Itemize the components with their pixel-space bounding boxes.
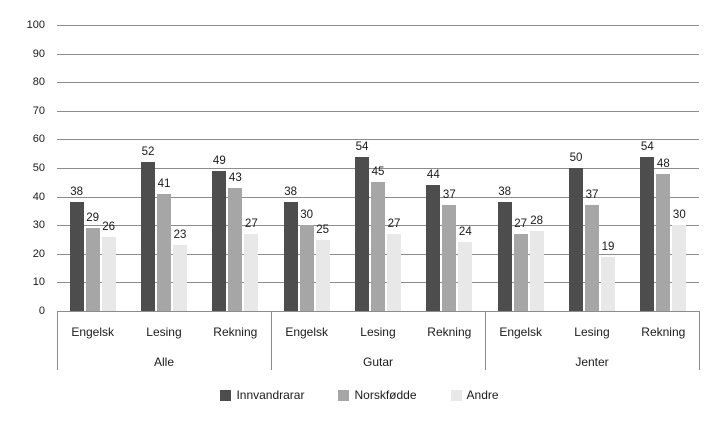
y-axis-tick-label: 40 (32, 190, 45, 203)
bar-value-label: 54 (355, 140, 369, 153)
bar-value-label: 38 (284, 186, 298, 199)
x-axis-category-label: Lesing (574, 325, 610, 339)
gridline-100 (57, 25, 699, 26)
bar-value-label: 30 (300, 209, 314, 222)
bar-norskfødde-alle-rekning (228, 188, 243, 311)
legend-label: Innvandrarar (236, 388, 305, 402)
legend-item-norskfødde: Norskfødde (338, 388, 417, 402)
legend-swatch-icon (220, 389, 232, 401)
gridline-50 (57, 168, 699, 169)
bar-value-label: 48 (656, 157, 670, 170)
bar-value-label: 44 (426, 169, 440, 182)
x-axis-category-label: Lesing (146, 325, 182, 339)
bar-andre-jenter-engelsk (529, 230, 544, 311)
x-axis-category-label: Rekning (641, 325, 686, 339)
x-axis-group-label: Alle (153, 355, 174, 369)
bar-value-label: 27 (244, 217, 258, 230)
bar-value-label: 45 (371, 166, 385, 179)
bar-value-label: 27 (387, 217, 401, 230)
chart-legend: Innvandrarar Norskfødde Andre (0, 388, 719, 402)
bar-andre-alle-engelsk (101, 236, 116, 311)
bar-value-label: 41 (157, 177, 171, 190)
x-axis-category-label: Engelsk (499, 325, 543, 339)
bar-norskfødde-alle-engelsk (85, 228, 100, 311)
bar-value-label: 26 (102, 220, 116, 233)
bar-value-label: 50 (569, 152, 583, 164)
y-axis-tick-label: 60 (32, 133, 45, 146)
y-axis-tick-label: 30 (32, 219, 45, 232)
bar-value-label: 52 (141, 146, 155, 159)
y-axis-tick-label: 50 (32, 162, 45, 174)
bar-value-label: 23 (173, 229, 187, 242)
bar-norskfødde-jenter-engelsk (513, 233, 528, 311)
gridline-80 (57, 82, 699, 84)
y-axis-tick-label: 20 (32, 247, 45, 260)
bar-norskfødde-alle-lesing (157, 193, 171, 311)
bar-value-label: 38 (70, 186, 84, 199)
bar-andre-alle-lesing (173, 245, 187, 311)
x-axis-category-label: Engelsk (285, 325, 329, 339)
legend-item-innvandrarar: Innvandrarar (220, 388, 304, 402)
x-axis-category-label: Rekning (427, 325, 472, 339)
bar-norskfødde-gutar-engelsk (299, 225, 314, 311)
x-axis-group-label: Gutar (362, 355, 393, 369)
bar-innvandrarar-alle-lesing (141, 162, 155, 311)
bar-value-label: 29 (86, 212, 100, 225)
bar-andre-jenter-lesing (601, 256, 615, 311)
bar-value-label: 25 (316, 223, 330, 236)
x-axis-group-label: Jenter (575, 355, 609, 369)
legend-swatch-icon (338, 389, 350, 401)
y-axis-tick-label: 70 (32, 104, 45, 117)
x-axis-category-label: Engelsk (71, 325, 115, 339)
axis-box-divider (699, 311, 700, 370)
bar-value-label: 24 (458, 226, 472, 239)
bar-andre-gutar-lesing (387, 233, 401, 311)
y-axis-tick-label: 10 (32, 276, 45, 289)
y-axis-tick-label: 0 (38, 305, 45, 317)
bar-andre-gutar-rekning (458, 242, 473, 311)
x-axis-category-label: Lesing (360, 325, 396, 339)
bar-andre-jenter-rekning (672, 225, 687, 311)
x-axis-category-label: Rekning (213, 325, 258, 339)
bar-value-label: 28 (530, 214, 544, 227)
bar-norskfødde-gutar-lesing (371, 182, 385, 311)
bar-value-label: 30 (672, 209, 686, 222)
bar-innvandrarar-gutar-lesing (355, 156, 369, 311)
gridline-60 (57, 139, 699, 141)
gridline-90 (57, 53, 699, 55)
bar-value-label: 49 (212, 154, 226, 167)
axis-box-divider (271, 311, 272, 370)
bar-innvandrarar-alle-rekning (212, 170, 227, 311)
y-axis-tick-label: 100 (26, 19, 45, 31)
bar-value-label: 54 (640, 140, 654, 153)
bar-norskfødde-gutar-rekning (442, 205, 457, 311)
axis-box-divider (485, 311, 486, 370)
bar-andre-gutar-engelsk (315, 239, 330, 311)
bar-innvandrarar-gutar-rekning (426, 185, 441, 311)
bar-value-label: 37 (442, 189, 456, 202)
bar-andre-alle-rekning (244, 233, 259, 311)
bar-innvandrarar-gutar-engelsk (283, 202, 298, 311)
y-axis-tick-label: 80 (32, 76, 45, 89)
bar-value-label: 19 (601, 240, 615, 253)
gridline-0 (57, 311, 699, 312)
bar-innvandrarar-alle-engelsk (69, 202, 84, 311)
gridline-70 (57, 110, 699, 112)
legend-label: Norskfødde (354, 388, 417, 402)
bar-value-label: 38 (498, 186, 512, 199)
bar-norskfødde-jenter-lesing (585, 205, 599, 311)
bar-value-label: 37 (585, 189, 599, 202)
axis-box-divider (57, 311, 58, 370)
legend-item-andre: Andre (450, 388, 499, 402)
y-axis-tick-label: 90 (32, 47, 45, 60)
legend-swatch-icon (450, 389, 462, 401)
bar-innvandrarar-jenter-lesing (569, 168, 583, 311)
legend-label: Andre (466, 388, 499, 402)
bar-innvandrarar-jenter-rekning (640, 156, 655, 311)
bar-innvandrarar-jenter-engelsk (497, 202, 512, 311)
bar-norskfødde-jenter-rekning (656, 173, 671, 311)
bar-value-label: 27 (514, 217, 528, 230)
bar-value-label: 43 (228, 172, 242, 185)
